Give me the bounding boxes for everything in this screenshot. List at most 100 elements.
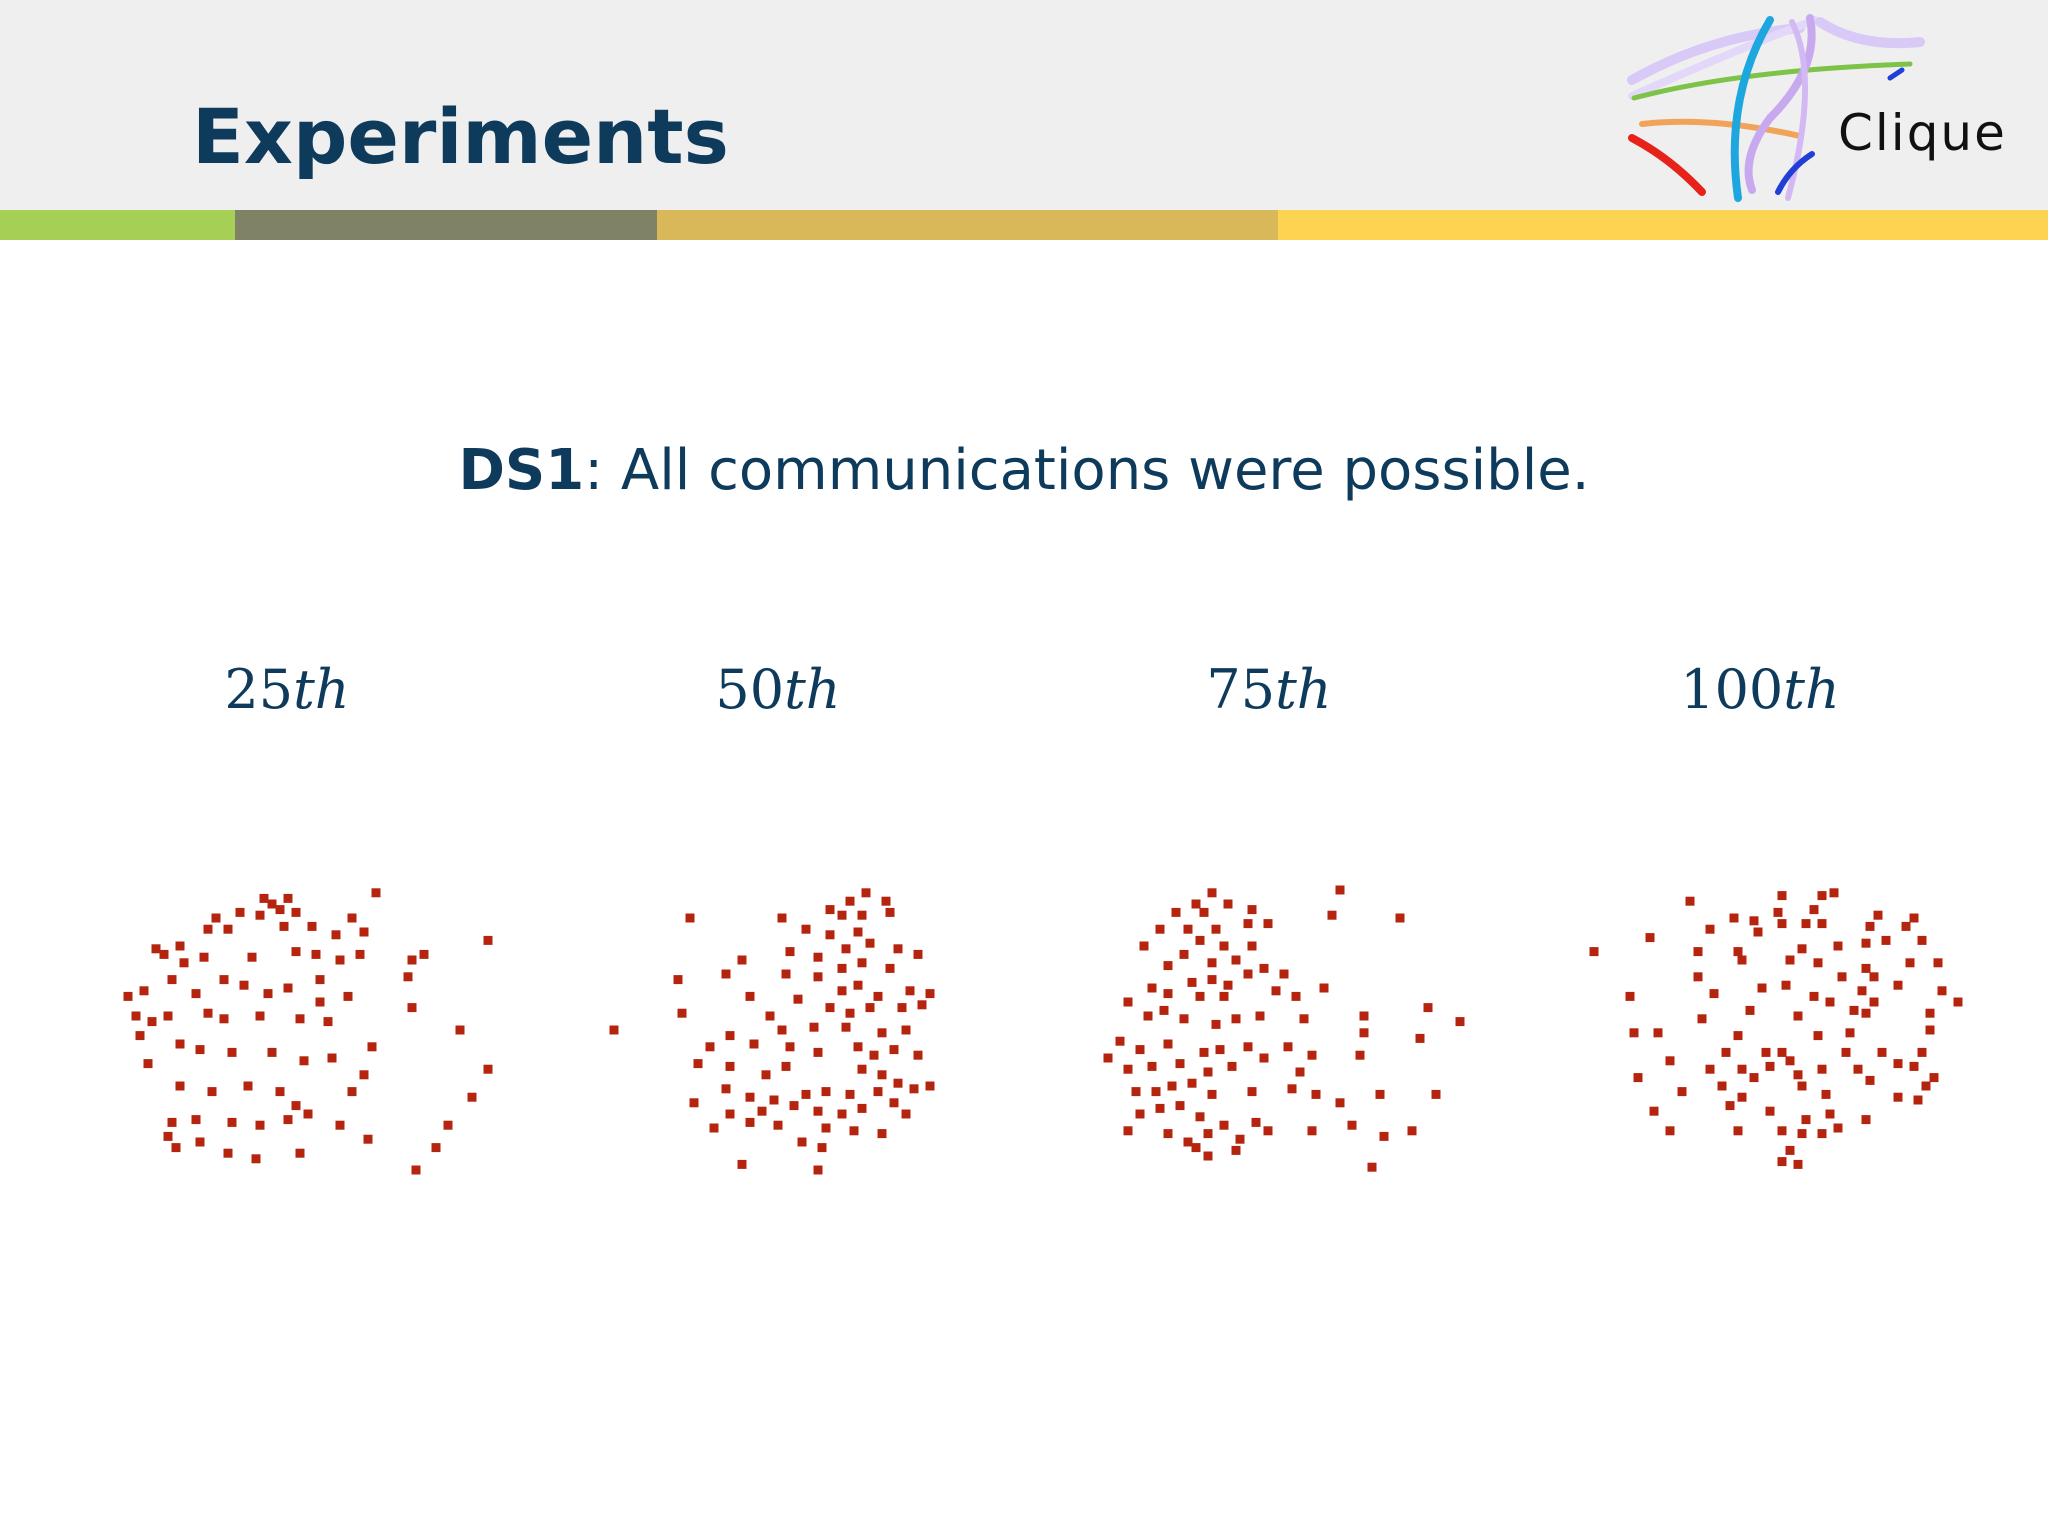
data-point (1797, 1129, 1807, 1139)
data-point (323, 1017, 333, 1027)
data-point (1327, 910, 1337, 920)
data-point (1813, 1031, 1823, 1041)
data-point (1123, 997, 1133, 1007)
data-point (1223, 899, 1233, 909)
data-point (235, 907, 245, 917)
data-point (175, 1039, 185, 1049)
data-point (1347, 1120, 1357, 1130)
data-point (455, 1025, 465, 1035)
data-point (343, 991, 353, 1001)
data-point (1263, 919, 1273, 929)
data-point (1781, 980, 1791, 990)
data-point (1123, 1064, 1133, 1074)
plot-label-75th: 75th (1119, 658, 1419, 721)
data-point (1431, 1089, 1441, 1099)
data-point (1219, 1120, 1229, 1130)
data-point (291, 907, 301, 917)
data-point (1243, 969, 1253, 979)
data-point (769, 1095, 779, 1105)
data-point (1311, 1089, 1321, 1099)
data-point (1729, 913, 1739, 923)
data-point (1821, 1089, 1831, 1099)
data-point (167, 1117, 177, 1127)
data-point (347, 913, 357, 923)
scatter-plot-100th (1589, 888, 1963, 1169)
data-point (865, 938, 875, 948)
data-point (857, 958, 867, 968)
data-point (1709, 989, 1719, 999)
data-point (1155, 924, 1165, 934)
data-point (243, 1081, 253, 1091)
data-point (227, 1047, 237, 1057)
data-point (793, 994, 803, 1004)
data-point (1853, 1064, 1863, 1074)
data-point (1953, 997, 1963, 1007)
data-point (1247, 905, 1257, 915)
data-point (849, 1126, 859, 1136)
data-point (825, 905, 835, 915)
data-point (721, 1084, 731, 1094)
data-point (1203, 1151, 1213, 1161)
data-point (403, 972, 413, 982)
data-point (1685, 896, 1695, 906)
data-point (877, 1070, 887, 1080)
data-point (801, 1089, 811, 1099)
data-point (1175, 1059, 1185, 1069)
data-point (1159, 1005, 1169, 1015)
data-point (1665, 1056, 1675, 1066)
data-point (263, 989, 273, 999)
data-point (1813, 958, 1823, 968)
data-point (1191, 1143, 1201, 1153)
data-point (1857, 986, 1867, 996)
data-point (873, 1087, 883, 1097)
data-point (1693, 947, 1703, 957)
data-point (917, 1000, 927, 1010)
data-point (1737, 1064, 1747, 1074)
data-point (267, 1047, 277, 1057)
data-point (889, 1045, 899, 1055)
data-point (1629, 1028, 1639, 1038)
data-point (913, 1050, 923, 1060)
data-point (1319, 983, 1329, 993)
data-point (1861, 963, 1871, 973)
data-point (1291, 991, 1301, 1001)
data-point (1749, 916, 1759, 926)
data-point (777, 1025, 787, 1035)
data-point (275, 1087, 285, 1097)
data-point (1793, 1070, 1803, 1080)
data-point (1147, 1061, 1157, 1071)
data-point (837, 963, 847, 973)
plot-label-100th: 100th (1610, 658, 1910, 721)
data-point (1367, 1162, 1377, 1172)
plot-label-suffix: th (784, 658, 841, 721)
data-point (367, 1042, 377, 1052)
data-point (1187, 977, 1197, 987)
data-point (757, 1106, 767, 1116)
data-point (721, 969, 731, 979)
data-point (897, 1003, 907, 1013)
data-point (1869, 972, 1879, 982)
data-point (1817, 919, 1827, 929)
data-point (1243, 919, 1253, 929)
data-point (685, 913, 695, 923)
data-point (171, 1143, 181, 1153)
data-point (1203, 1129, 1213, 1139)
slide-title: Experiments (192, 92, 729, 181)
data-point (443, 1120, 453, 1130)
data-point (1263, 1126, 1273, 1136)
data-point (1191, 899, 1201, 909)
data-point (1725, 1101, 1735, 1111)
data-point (131, 1011, 141, 1021)
plot-label-50th: 50th (628, 658, 928, 721)
data-point (1231, 955, 1241, 965)
data-point (1869, 997, 1879, 1007)
data-point (801, 924, 811, 934)
data-point (195, 1137, 205, 1147)
data-point (785, 1042, 795, 1052)
data-point (873, 991, 883, 1001)
data-point (745, 1092, 755, 1102)
plot-label-suffix: th (1783, 658, 1840, 721)
data-point (283, 983, 293, 993)
data-point (223, 1148, 233, 1158)
data-point (1697, 1014, 1707, 1024)
